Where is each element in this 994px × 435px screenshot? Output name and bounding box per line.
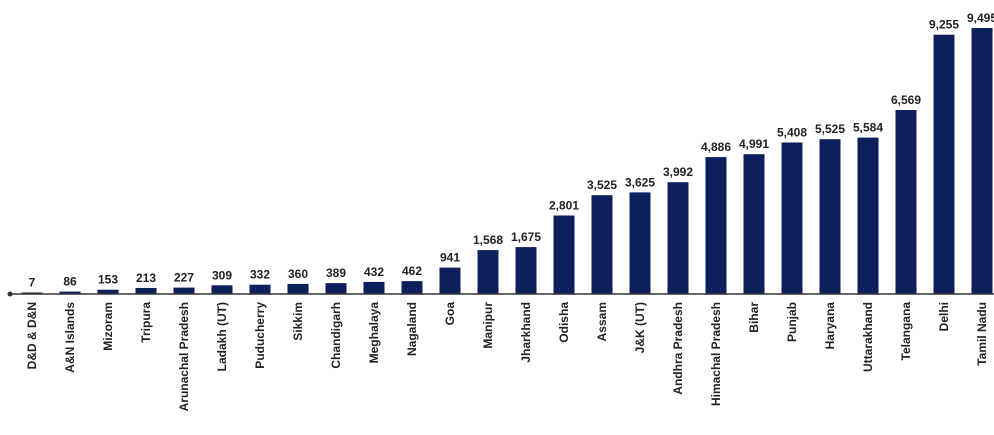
value-label-2: 153 <box>98 273 118 287</box>
category-label-3: Tripura <box>139 302 153 343</box>
bar-18 <box>705 157 727 294</box>
category-label-8: Chandigarh <box>329 302 343 369</box>
category-label-21: Haryana <box>823 302 837 350</box>
category-label-2: Mizoram <box>101 302 115 351</box>
bar-9 <box>363 281 385 294</box>
category-labels-group: D&D & D&N A&N Islands Mizoram Tripura Arunac… <box>25 302 989 412</box>
bar-4 <box>173 287 195 294</box>
bar-21 <box>819 139 841 294</box>
bar-2 <box>97 289 119 294</box>
value-label-1: 86 <box>63 275 77 289</box>
value-label-20: 5,408 <box>777 126 807 140</box>
bar-23 <box>895 110 917 294</box>
bar-15 <box>591 195 613 294</box>
value-label-5: 309 <box>212 268 232 282</box>
bar-10 <box>401 281 423 294</box>
bar-12 <box>477 250 499 294</box>
value-label-17: 3,992 <box>663 165 693 179</box>
category-label-10: Nagaland <box>405 302 419 356</box>
bar-8 <box>325 283 347 294</box>
category-label-20: Punjab <box>785 302 799 342</box>
bar-7 <box>287 283 309 294</box>
bar-5 <box>211 285 233 294</box>
category-label-25: Tamil Nadu <box>975 302 989 366</box>
category-label-9: Meghalaya <box>367 302 381 364</box>
value-label-18: 4,886 <box>701 140 731 154</box>
category-label-13: Jharkhand <box>519 302 533 363</box>
value-label-3: 213 <box>136 271 156 285</box>
bar-25 <box>971 28 993 294</box>
bar-22 <box>857 137 879 294</box>
value-label-23: 6,569 <box>891 93 921 107</box>
category-label-4: Arunachal Pradesh <box>177 302 191 411</box>
value-label-8: 389 <box>326 266 346 280</box>
bars-group <box>21 28 993 294</box>
category-label-15: Assam <box>595 302 609 341</box>
value-label-13: 1,675 <box>511 230 541 244</box>
value-label-14: 2,801 <box>549 199 579 213</box>
value-label-10: 462 <box>402 264 422 278</box>
value-label-25: 9,495 <box>967 11 994 25</box>
bar-24 <box>933 34 955 294</box>
category-label-19: Bihar <box>747 302 761 333</box>
category-label-18: Himachal Pradesh <box>709 302 723 406</box>
bar-6 <box>249 284 271 294</box>
value-labels-group: 7 86 153 213 227 309 332 360 389 432 462 941 1,568 1,… <box>29 11 994 290</box>
category-label-14: Odisha <box>557 302 571 343</box>
category-label-6: Puducherry <box>253 302 267 369</box>
value-label-9: 432 <box>364 265 384 279</box>
category-label-16: J&K (UT) <box>633 302 647 353</box>
category-label-11: Goa <box>443 302 457 326</box>
bar-19 <box>743 154 765 294</box>
category-label-22: Uttarakhand <box>861 302 875 372</box>
bar-13 <box>515 247 537 294</box>
value-label-6: 332 <box>250 268 270 282</box>
category-label-24: Delhi <box>937 302 951 331</box>
category-label-1: A&N Islands <box>63 302 77 373</box>
bar-17 <box>667 182 689 294</box>
category-label-5: Ladakh (UT) <box>215 302 229 371</box>
bar-1 <box>59 291 81 294</box>
value-label-7: 360 <box>288 267 308 281</box>
value-label-24: 9,255 <box>929 18 959 32</box>
value-label-21: 5,525 <box>815 122 845 136</box>
bar-14 <box>553 215 575 294</box>
value-label-15: 3,525 <box>587 178 617 192</box>
bar-3 <box>135 288 157 294</box>
value-label-0: 7 <box>29 276 36 290</box>
category-label-0: D&D & D&N <box>25 302 39 369</box>
category-label-17: Andhra Pradesh <box>671 302 685 395</box>
value-label-22: 5,584 <box>853 121 883 135</box>
x-axis-origin-dot <box>7 291 13 297</box>
category-label-23: Telangana <box>899 302 913 361</box>
category-label-7: Sikkim <box>291 302 305 341</box>
bar-11 <box>439 267 461 294</box>
category-label-12: Manipur <box>481 302 495 349</box>
bar-20 <box>781 142 803 294</box>
value-label-11: 941 <box>440 251 460 265</box>
value-label-16: 3,625 <box>625 175 655 189</box>
value-label-19: 4,991 <box>739 137 769 151</box>
value-label-4: 227 <box>174 271 194 285</box>
bar-16 <box>629 192 651 294</box>
value-label-12: 1,568 <box>473 233 503 247</box>
